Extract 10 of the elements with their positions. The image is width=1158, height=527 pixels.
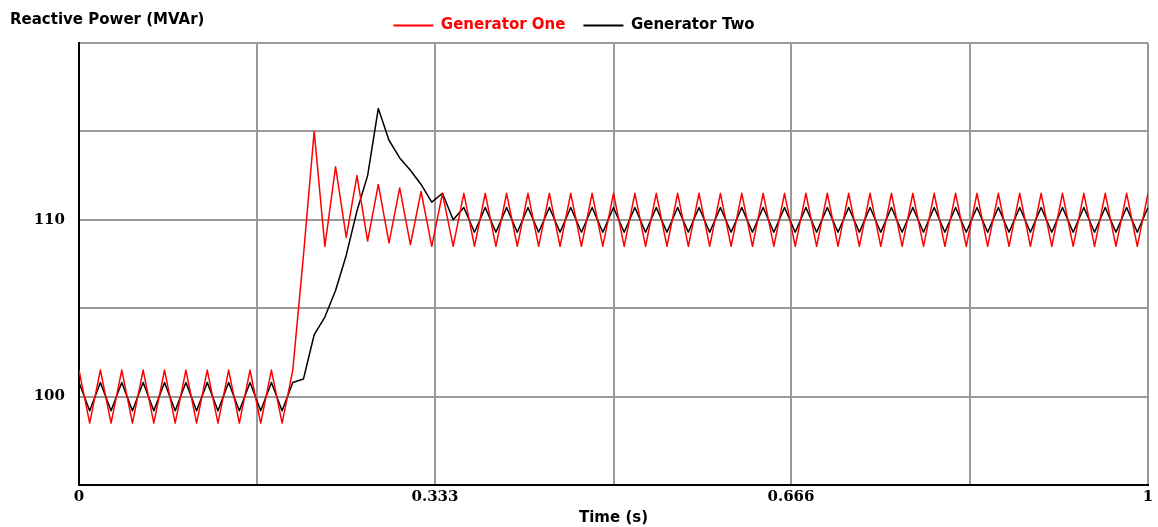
legend-label: Generator Two [630,15,755,34]
y-tick-label: 110 [33,209,65,228]
x-tick-label: 0.666 [767,486,815,505]
x-tick-label: 0.333 [411,486,459,505]
x-axis-title: Time (s) [578,507,649,526]
legend-label: Generator One [440,15,566,34]
y-tick-label: 100 [33,386,65,405]
x-tick-label: 0 [73,486,85,505]
y-axis-title: Reactive Power (MVAr) [10,9,205,28]
x-tick-label: 1 [1142,486,1154,505]
